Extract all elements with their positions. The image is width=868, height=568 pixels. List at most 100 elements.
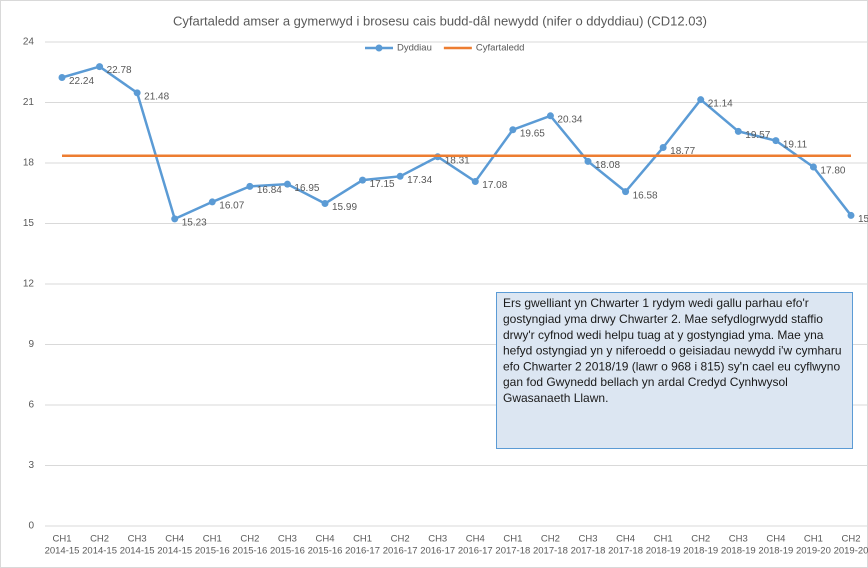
x-tick-label: CH4: [766, 534, 785, 545]
annotation-line: efo Chwarter 2 2018/19 (lawr o 968 i 815…: [503, 359, 840, 373]
annotation-line: Ers gwelliant yn Chwarter 1 rydym wedi g…: [503, 296, 809, 310]
x-tick-label: 2018-19: [646, 546, 681, 557]
data-label: 20.34: [557, 114, 582, 125]
data-point: [622, 188, 630, 196]
x-tick-label: CH4: [315, 534, 334, 545]
data-point: [697, 96, 705, 104]
x-tick-label: 2018-19: [683, 546, 718, 557]
data-point: [359, 176, 367, 184]
data-label: 15.4: [858, 214, 868, 225]
data-point: [772, 137, 780, 145]
data-label: 16.84: [257, 185, 282, 196]
data-point: [58, 73, 66, 81]
x-tick-label: 2014-15: [120, 546, 155, 557]
x-tick-label: CH1: [804, 534, 823, 545]
y-tick-label: 21: [23, 97, 35, 108]
x-tick-label: 2019-20: [834, 546, 868, 557]
x-tick-label: 2015-16: [270, 546, 305, 557]
y-tick-label: 9: [28, 339, 34, 350]
x-tick-label: 2019-20: [796, 546, 831, 557]
x-tick-label: CH3: [128, 534, 147, 545]
y-tick-label: 24: [23, 37, 35, 48]
x-tick-label: CH1: [654, 534, 673, 545]
data-point: [246, 182, 254, 190]
annotation-line: hefyd ostyngiad yn y niferoedd o geisiad…: [503, 344, 842, 358]
data-point: [847, 211, 855, 219]
x-tick-label: CH4: [466, 534, 485, 545]
data-point: [809, 163, 817, 171]
chart-title: Cyfartaledd amser a gymerwyd i brosesu c…: [173, 13, 707, 28]
x-tick-label: 2017-18: [495, 546, 530, 557]
legend-label: Dyddiau: [397, 43, 432, 54]
y-tick-label: 18: [23, 158, 35, 169]
y-tick-label: 6: [28, 400, 34, 411]
data-label: 22.78: [107, 65, 132, 76]
x-tick-label: 2016-17: [420, 546, 455, 557]
x-tick-label: CH3: [729, 534, 748, 545]
x-tick-label: 2015-16: [308, 546, 343, 557]
x-tick-label: CH4: [616, 534, 635, 545]
x-tick-label: CH2: [90, 534, 109, 545]
data-point: [734, 127, 742, 135]
data-point: [283, 180, 291, 188]
x-tick-label: 2014-15: [45, 546, 80, 557]
x-tick-label: CH2: [391, 534, 410, 545]
annotation-line: Gwasanaeth Llawn.: [503, 391, 608, 405]
data-label: 17.34: [407, 175, 432, 186]
legend-label: Cyfartaledd: [476, 43, 525, 54]
series-line: [61, 65, 852, 221]
annotation-line: gostyngiad yma drwy Chwarter 2. Mae sefy…: [503, 312, 823, 326]
data-point: [546, 112, 554, 120]
x-tick-label: 2014-15: [82, 546, 117, 557]
x-tick-label: 2015-16: [195, 546, 230, 557]
data-point: [396, 172, 404, 180]
x-tick-label: CH3: [278, 534, 297, 545]
y-tick-label: 3: [28, 460, 34, 471]
data-label: 19.57: [745, 130, 770, 141]
x-tick-label: CH2: [541, 534, 560, 545]
data-label: 17.15: [370, 179, 395, 190]
data-point: [171, 215, 179, 223]
data-label: 18.77: [670, 146, 695, 157]
data-point: [133, 89, 141, 97]
y-tick-label: 12: [23, 279, 35, 290]
x-tick-label: 2016-17: [458, 546, 493, 557]
data-label: 15.99: [332, 202, 357, 213]
x-tick-label: 2017-18: [608, 546, 643, 557]
x-tick-label: 2016-17: [383, 546, 418, 557]
x-tick-label: 2017-18: [533, 546, 568, 557]
x-tick-label: CH3: [428, 534, 447, 545]
data-point: [509, 126, 517, 134]
annotation-line: gan fod Gwynedd bellach yn ardal Credyd …: [503, 375, 788, 389]
x-tick-label: CH4: [165, 534, 184, 545]
data-point: [208, 198, 216, 206]
x-tick-label: CH2: [841, 534, 860, 545]
data-point: [321, 200, 329, 208]
data-point: [659, 143, 667, 151]
y-tick-label: 15: [23, 218, 35, 229]
data-label: 22.24: [69, 76, 94, 87]
x-tick-label: CH1: [52, 534, 71, 545]
y-tick-label: 0: [28, 521, 34, 532]
data-label: 19.11: [783, 139, 808, 150]
x-tick-label: 2017-18: [571, 546, 606, 557]
legend-marker: [375, 44, 383, 52]
data-point: [584, 157, 592, 165]
data-point: [96, 63, 104, 71]
x-tick-label: CH1: [203, 534, 222, 545]
data-label: 18.08: [595, 160, 620, 171]
x-tick-label: CH1: [503, 534, 522, 545]
data-label: 17.80: [820, 166, 845, 177]
x-tick-label: 2018-19: [721, 546, 756, 557]
annotation-box: [496, 292, 853, 449]
x-tick-label: CH2: [240, 534, 259, 545]
x-tick-label: CH2: [691, 534, 710, 545]
data-label: 15.23: [182, 218, 207, 229]
data-label: 19.65: [520, 128, 545, 139]
data-label: 16.58: [633, 190, 658, 201]
x-tick-label: 2014-15: [157, 546, 192, 557]
x-tick-label: CH3: [578, 534, 597, 545]
annotation-line: drwy'r cyfnod wedi helpu tuag at y gosty…: [503, 328, 824, 342]
